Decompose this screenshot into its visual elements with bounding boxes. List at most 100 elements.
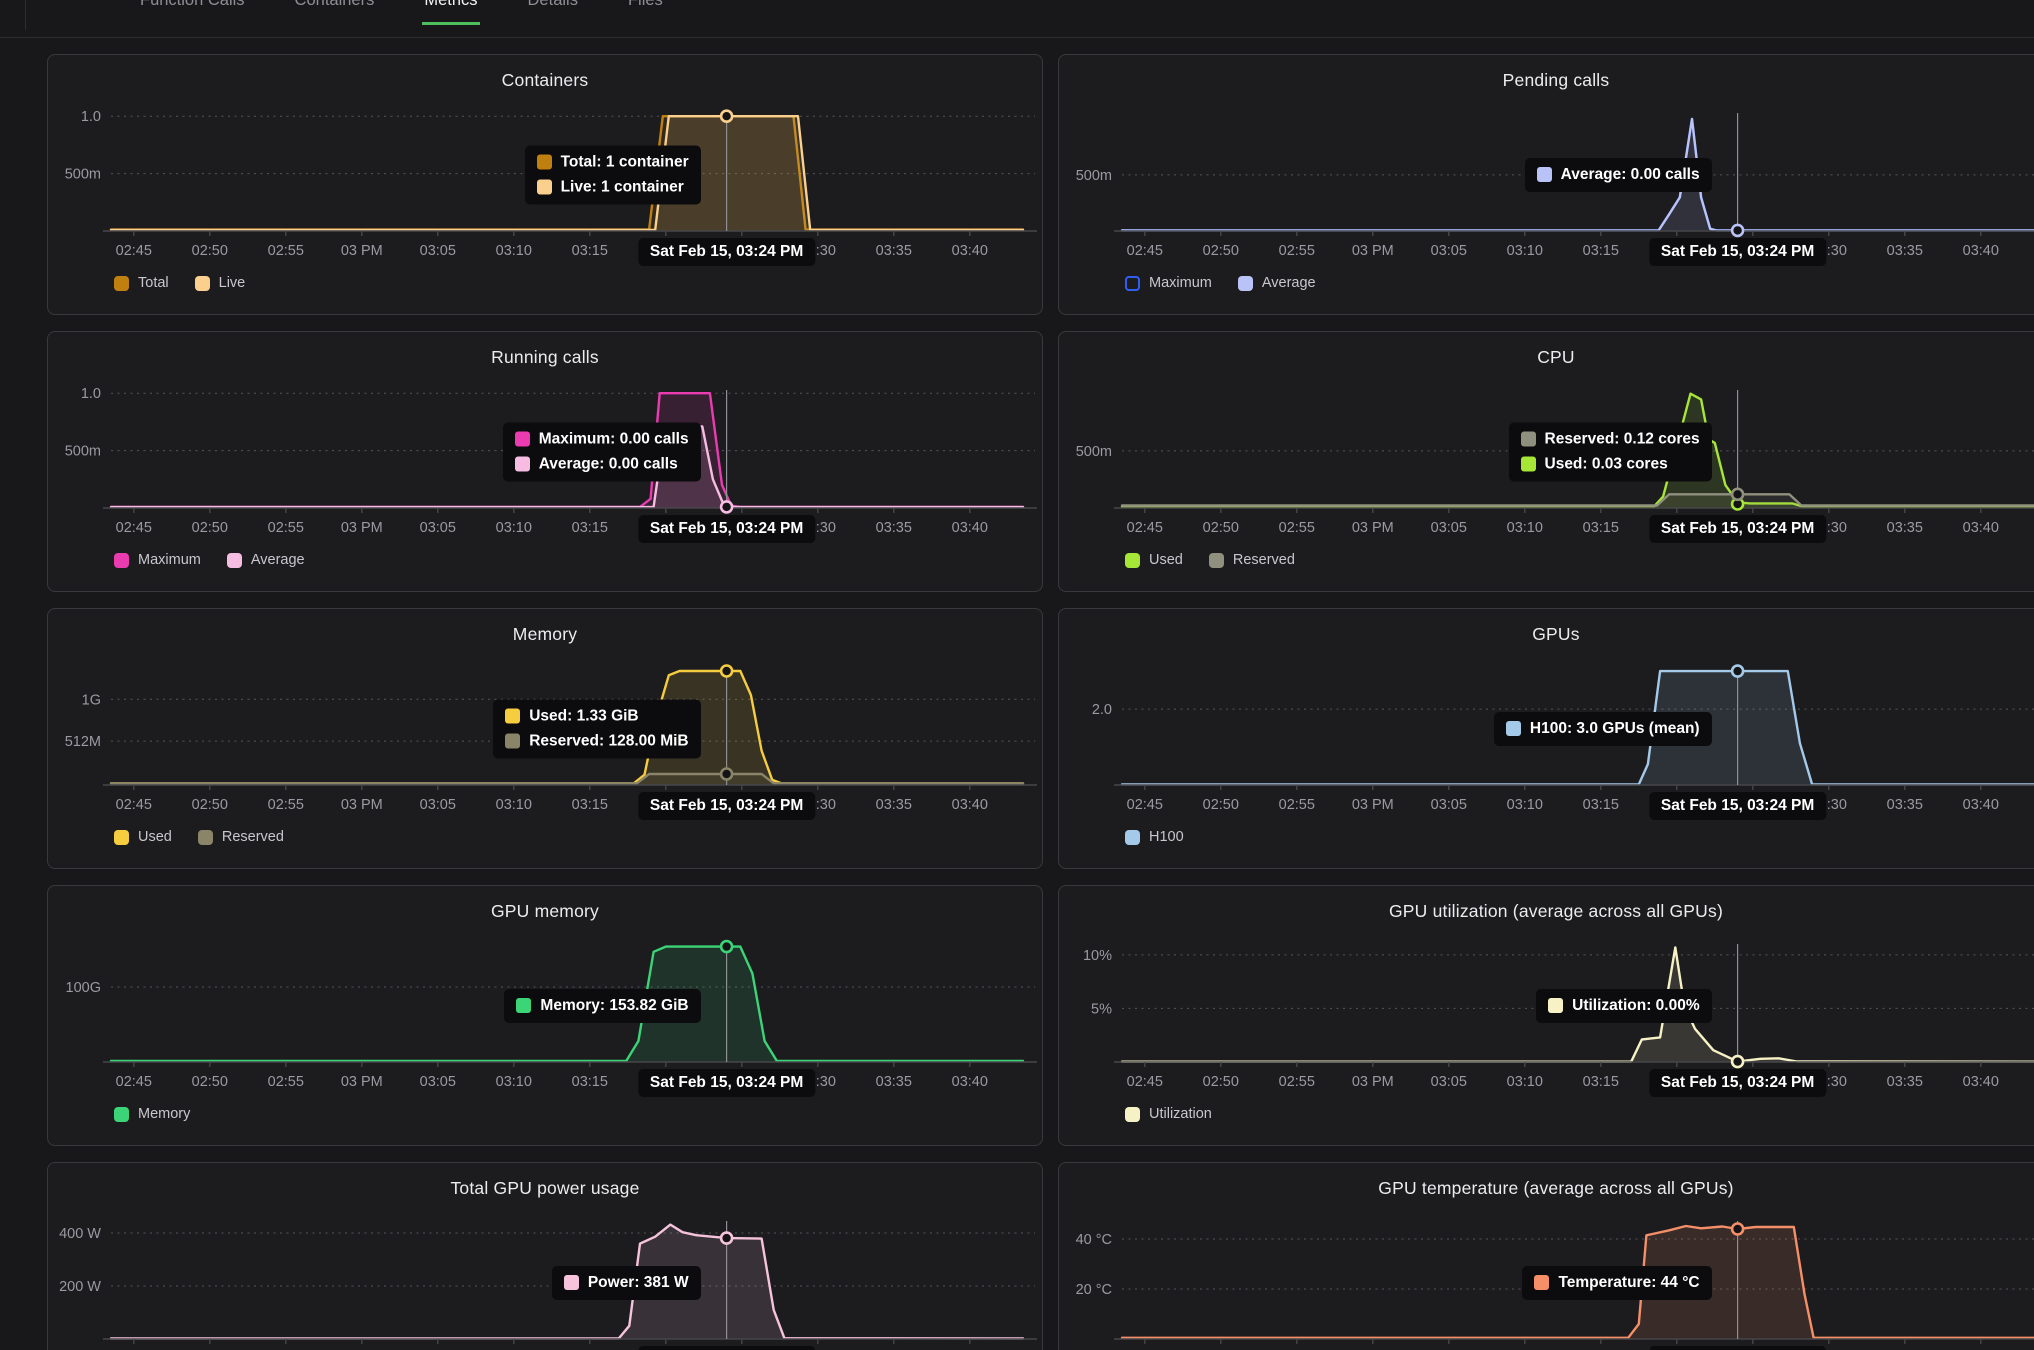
tab-details[interactable]: Details [527, 0, 578, 9]
legend-label: Utilization [1149, 1106, 1212, 1122]
chart-panel-cpu: CPU 500m 02:45 02:50 02:55 03 PM 03:05 03:10 03… [1058, 331, 2034, 592]
date-tooltip: Sat Feb 15, 03:24 PM [637, 792, 816, 820]
tab-files[interactable]: Files [627, 0, 663, 9]
legend-item-reserved[interactable]: Reserved [197, 829, 284, 845]
svg-text:03:35: 03:35 [1887, 243, 1923, 259]
svg-text:03:15: 03:15 [1583, 243, 1619, 259]
tooltip-row: Reserved: 0.12 cores [1520, 430, 1700, 448]
tooltip-row: Reserved: 128.00 MiB [505, 732, 689, 750]
svg-text:03:05: 03:05 [420, 520, 456, 536]
legend-label: Live [218, 275, 246, 291]
series-tooltip: Maximum: 0.00 calls Average: 0.00 calls [502, 422, 701, 482]
tooltip-text: Reserved: 0.12 cores [1544, 430, 1700, 448]
panel-title: Pending calls [1502, 70, 1610, 90]
svg-text:03:15: 03:15 [1583, 1074, 1619, 1090]
svg-text:02:55: 02:55 [1279, 243, 1315, 259]
tooltip-row: H100: 3.0 GPUs (mean) [1505, 720, 1700, 738]
tab-bar-tabs: Function Calls Containers Metrics Details Fi… [138, 0, 665, 25]
panel-title: Memory [512, 624, 578, 644]
tooltip-text: Used: 1.33 GiB [529, 707, 639, 725]
svg-text:02:55: 02:55 [268, 243, 304, 259]
legend-item-used[interactable]: Used [114, 829, 172, 845]
tooltip-row: Live: 1 container [536, 178, 689, 196]
svg-text:03:35: 03:35 [876, 520, 912, 536]
legend-item-maximum[interactable]: Maximum [1125, 275, 1212, 291]
tooltip-swatch [516, 998, 532, 1014]
legend-item-average[interactable]: Average [1237, 275, 1316, 291]
svg-text:02:55: 02:55 [1279, 1074, 1315, 1090]
tooltip-row: Maximum: 0.00 calls [514, 430, 689, 448]
tooltip-swatch [1548, 998, 1564, 1014]
legend-label: Used [1149, 552, 1183, 568]
legend-swatch [1125, 552, 1140, 568]
legend-item-average[interactable]: Average [226, 552, 305, 568]
chart-canvas[interactable]: 1.0 500m 02:45 02:50 02:55 03 PM 03:05 03:10 03:… [48, 55, 1044, 316]
svg-text:03:40: 03:40 [1963, 243, 1999, 259]
legend: Memory [114, 1106, 190, 1122]
series-tooltip: Reserved: 0.12 cores Used: 0.03 cores [1508, 422, 1712, 482]
svg-text:03:05: 03:05 [420, 243, 456, 259]
svg-text:03:10: 03:10 [1507, 520, 1543, 536]
legend-swatch [114, 552, 129, 568]
series-tooltip: Power: 381 W [551, 1265, 701, 1300]
legend-label: Reserved [1232, 552, 1295, 568]
legend-label: Total [138, 275, 169, 291]
legend: Maximum Average [114, 552, 305, 568]
legend-swatch [114, 275, 129, 291]
panel-title: Total GPU power usage [450, 1178, 640, 1198]
legend-label: Average [250, 552, 305, 568]
svg-text:02:50: 02:50 [1203, 1074, 1239, 1090]
legend: Maximum Average [1125, 275, 1316, 291]
tab-function-calls[interactable]: Function Calls [140, 0, 245, 9]
legend-item-memory[interactable]: Memory [114, 1106, 190, 1122]
svg-text:2.0: 2.0 [1092, 702, 1112, 718]
legend-item-total[interactable]: Total [114, 275, 169, 291]
svg-text:03:35: 03:35 [876, 797, 912, 813]
tab-containers[interactable]: Containers [294, 0, 375, 9]
svg-text:03:05: 03:05 [1431, 243, 1467, 259]
tooltip-swatch [536, 154, 552, 170]
panel-title: Containers [501, 70, 589, 90]
legend-item-utilization[interactable]: Utilization [1125, 1106, 1212, 1122]
date-tooltip: Sat Feb 15, 03:24 PM [1648, 515, 1827, 543]
svg-text:02:45: 02:45 [116, 1074, 152, 1090]
legend-item-live[interactable]: Live [194, 275, 246, 291]
svg-text:03:40: 03:40 [1963, 1074, 1999, 1090]
legend: Used Reserved [1125, 552, 1295, 568]
legend-swatch [1125, 1106, 1140, 1122]
tooltip-row: Memory: 153.82 GiB [516, 997, 689, 1015]
svg-text:02:45: 02:45 [1127, 797, 1163, 813]
chart-panel-gpus: GPUs 2.0 02:45 02:50 02:55 03 PM 03:05 03:10 03… [1058, 608, 2034, 869]
tooltip-swatch [514, 456, 530, 472]
svg-text:1G: 1G [82, 692, 101, 708]
svg-text:03:15: 03:15 [572, 1074, 608, 1090]
chart-canvas[interactable]: 1G 512M 02:45 02:50 02:55 03 PM 03:05 03:10 03:1… [48, 609, 1044, 870]
svg-text:03:35: 03:35 [1887, 520, 1923, 536]
svg-text:02:50: 02:50 [192, 243, 228, 259]
svg-text:03:15: 03:15 [572, 520, 608, 536]
legend-item-used[interactable]: Used [1125, 552, 1183, 568]
legend-item-maximum[interactable]: Maximum [114, 552, 201, 568]
tooltip-text: Live: 1 container [560, 178, 684, 196]
legend-item-reserved[interactable]: Reserved [1208, 552, 1295, 568]
tooltip-text: Maximum: 0.00 calls [538, 430, 689, 448]
tooltip-swatch [1520, 456, 1536, 472]
panel-title: GPUs [1532, 624, 1580, 644]
tab-metrics[interactable]: Metrics [422, 0, 480, 25]
series-tooltip: Utilization: 0.00% [1536, 988, 1712, 1023]
legend-swatch [1208, 552, 1224, 568]
svg-text:03:10: 03:10 [1507, 1074, 1543, 1090]
tooltip-row: Total: 1 container [536, 153, 689, 171]
svg-text:03:10: 03:10 [496, 520, 532, 536]
legend-label: Maximum [1149, 275, 1212, 291]
panel-title: Running calls [491, 347, 599, 367]
svg-text:03 PM: 03 PM [1352, 243, 1394, 259]
left-divider [25, 0, 26, 30]
svg-text:03:35: 03:35 [876, 243, 912, 259]
legend-item-h100[interactable]: H100 [1125, 829, 1184, 845]
svg-text:02:55: 02:55 [268, 520, 304, 536]
legend-swatch [114, 829, 129, 845]
date-tooltip: Sat Feb 15, 03:24 PM [637, 1346, 816, 1350]
